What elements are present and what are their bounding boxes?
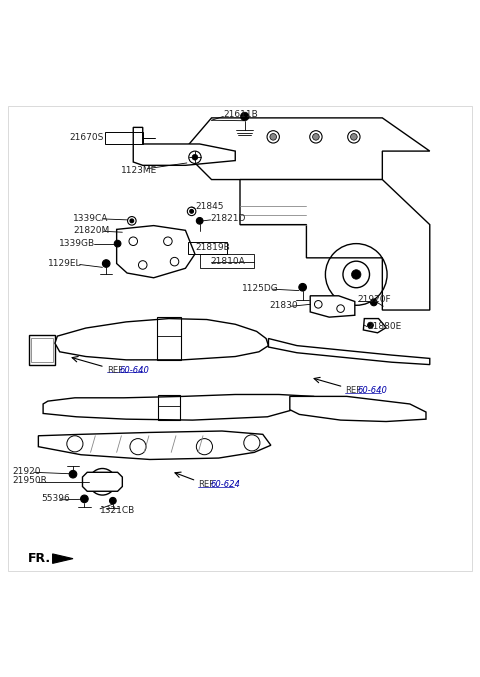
Circle shape bbox=[102, 260, 110, 267]
Text: 21950R: 21950R bbox=[12, 477, 47, 485]
Text: FR.: FR. bbox=[27, 552, 50, 565]
Text: 21819B: 21819B bbox=[195, 243, 229, 252]
Bar bbox=[105, 131, 143, 144]
Polygon shape bbox=[363, 319, 386, 333]
Text: 1123ME: 1123ME bbox=[121, 166, 157, 175]
Polygon shape bbox=[38, 431, 271, 460]
Circle shape bbox=[299, 284, 306, 291]
Circle shape bbox=[190, 209, 193, 213]
Text: 1125DG: 1125DG bbox=[242, 284, 279, 292]
Circle shape bbox=[99, 479, 105, 485]
Circle shape bbox=[351, 269, 361, 279]
Text: 60-640: 60-640 bbox=[119, 366, 149, 375]
Polygon shape bbox=[268, 338, 430, 365]
Text: 1129EL: 1129EL bbox=[48, 259, 81, 268]
Text: 1339GB: 1339GB bbox=[59, 239, 95, 248]
Polygon shape bbox=[183, 118, 430, 179]
Bar bbox=[200, 254, 254, 268]
Polygon shape bbox=[55, 319, 268, 360]
Bar bbox=[157, 317, 180, 360]
Bar bbox=[29, 335, 55, 365]
Text: 21880E: 21880E bbox=[367, 322, 401, 331]
Circle shape bbox=[130, 219, 134, 223]
Text: 21611B: 21611B bbox=[223, 110, 258, 119]
Polygon shape bbox=[133, 127, 235, 165]
Bar bbox=[158, 395, 180, 420]
Polygon shape bbox=[43, 395, 313, 420]
Circle shape bbox=[240, 112, 249, 121]
Text: REF.: REF. bbox=[345, 386, 362, 395]
Polygon shape bbox=[83, 473, 122, 492]
Circle shape bbox=[350, 133, 357, 140]
Circle shape bbox=[81, 495, 88, 502]
Text: 55396: 55396 bbox=[42, 494, 71, 504]
Polygon shape bbox=[290, 396, 426, 422]
Text: 21920: 21920 bbox=[12, 467, 41, 476]
Circle shape bbox=[368, 322, 373, 328]
Polygon shape bbox=[310, 296, 355, 317]
Polygon shape bbox=[53, 554, 73, 563]
Circle shape bbox=[196, 217, 203, 224]
Bar bbox=[31, 338, 53, 362]
Bar bbox=[188, 242, 227, 254]
Text: 21670S: 21670S bbox=[69, 133, 104, 142]
Text: 60-640: 60-640 bbox=[358, 386, 387, 395]
Text: REF.: REF. bbox=[107, 366, 124, 375]
Circle shape bbox=[371, 299, 377, 306]
Text: 21820M: 21820M bbox=[73, 226, 109, 235]
Text: 21821D: 21821D bbox=[211, 215, 246, 223]
Text: REF.: REF. bbox=[198, 480, 216, 489]
Circle shape bbox=[114, 240, 121, 247]
Circle shape bbox=[192, 154, 198, 160]
Polygon shape bbox=[117, 225, 195, 278]
Text: 60-624: 60-624 bbox=[211, 480, 240, 489]
Circle shape bbox=[69, 471, 77, 478]
Text: 1339CA: 1339CA bbox=[73, 215, 108, 223]
Text: 21830: 21830 bbox=[269, 301, 298, 310]
Text: 21845: 21845 bbox=[195, 202, 223, 211]
Text: 21920F: 21920F bbox=[358, 295, 391, 304]
Text: 21810A: 21810A bbox=[211, 257, 245, 265]
Polygon shape bbox=[240, 179, 430, 310]
Circle shape bbox=[270, 133, 276, 140]
Text: 1321CB: 1321CB bbox=[100, 506, 135, 515]
Circle shape bbox=[109, 498, 116, 504]
Circle shape bbox=[312, 133, 319, 140]
